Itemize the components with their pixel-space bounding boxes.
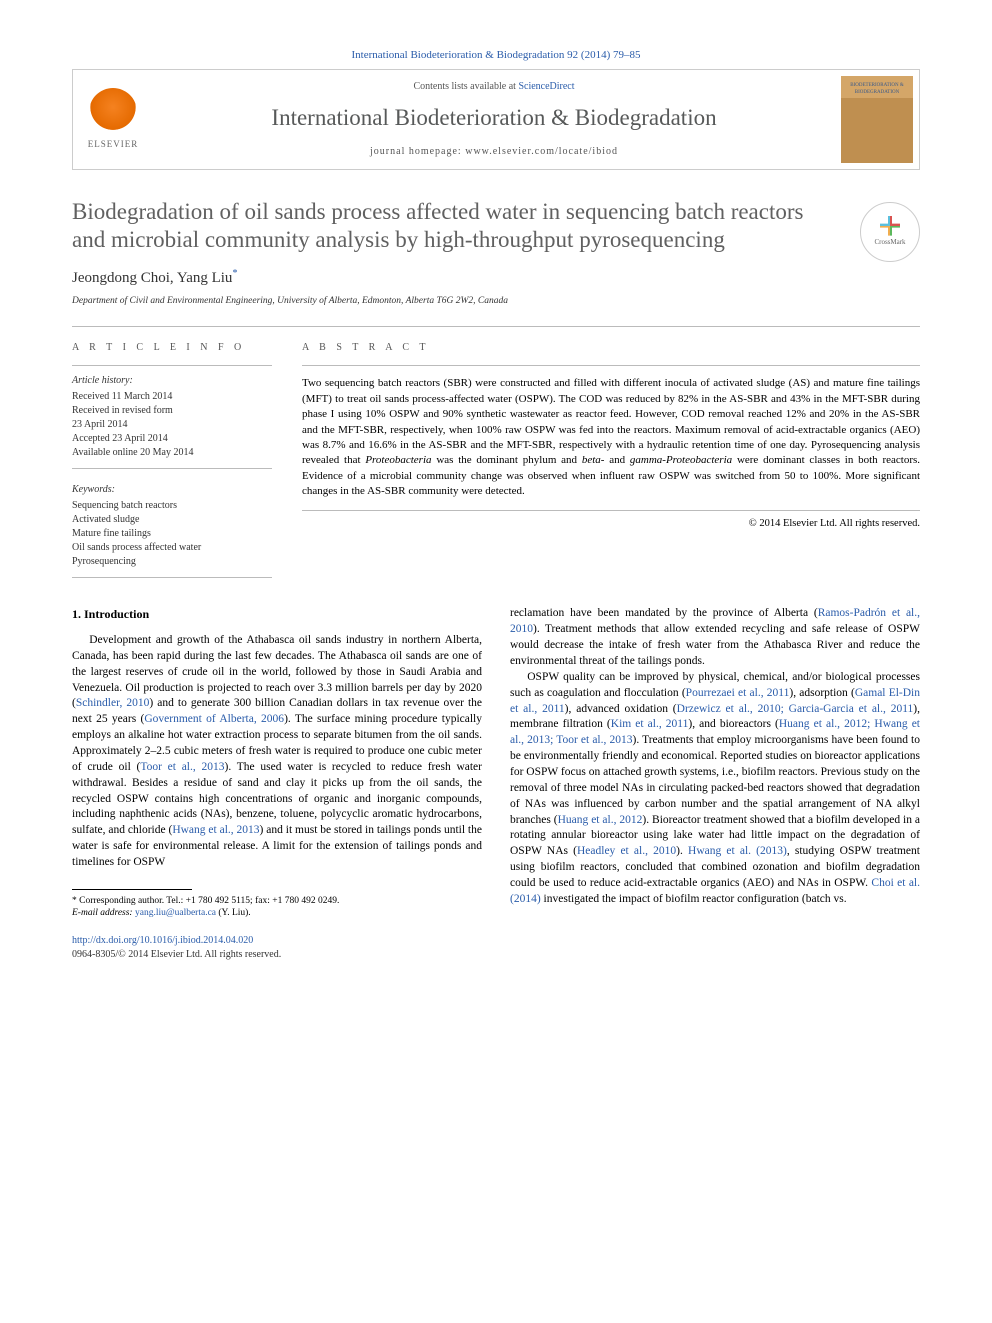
abstract-text: Two sequencing batch reactors (SBR) were… xyxy=(302,365,920,510)
journal-reference: International Biodeterioration & Biodegr… xyxy=(72,48,920,63)
body-paragraph: Development and growth of the Athabasca … xyxy=(72,633,482,871)
text-run: ), and bioreactors ( xyxy=(688,718,778,730)
publisher-name: ELSEVIER xyxy=(88,138,139,151)
keyword: Pyrosequencing xyxy=(72,555,272,569)
text-run: reclamation have been mandated by the pr… xyxy=(510,607,818,619)
text-run: ), advanced oxidation ( xyxy=(565,703,677,715)
text-run: investigated the impact of biofilm react… xyxy=(541,893,847,905)
abstract-label: A B S T R A C T xyxy=(302,341,920,355)
citation-link[interactable]: Huang et al., 2012 xyxy=(558,814,643,826)
article-title: Biodegradation of oil sands process affe… xyxy=(72,198,920,256)
article-info-column: A R T I C L E I N F O Article history: R… xyxy=(72,341,272,578)
text-run: ). Treatment methods that allow extended… xyxy=(510,623,920,667)
sciencedirect-link[interactable]: ScienceDirect xyxy=(518,81,574,92)
citation-link[interactable]: Toor et al., 2013 xyxy=(140,761,224,773)
corresp-line1: * Corresponding author. Tel.: +1 780 492… xyxy=(72,895,482,907)
affiliation: Department of Civil and Environmental En… xyxy=(72,295,920,308)
history-line: Received 11 March 2014 xyxy=(72,390,272,404)
crossmark-badge[interactable]: CrossMark xyxy=(860,202,920,262)
history-line: 23 April 2014 xyxy=(72,418,272,432)
text-run: ). xyxy=(676,845,688,857)
corresponding-author-note: * Corresponding author. Tel.: +1 780 492… xyxy=(72,895,482,920)
citation-link[interactable]: Schindler, 2010 xyxy=(76,697,150,709)
authors: Jeongdong Choi, Yang Liu* xyxy=(72,267,920,289)
citation-link[interactable]: Drzewicz et al., 2010; Garcia-Garcia et … xyxy=(677,703,914,715)
keywords: Keywords: Sequencing batch reactors Acti… xyxy=(72,483,272,578)
body-paragraph: reclamation have been mandated by the pr… xyxy=(510,606,920,669)
keyword: Activated sludge xyxy=(72,513,272,527)
history-heading: Article history: xyxy=(72,374,272,388)
keyword: Mature fine tailings xyxy=(72,527,272,541)
email-label: E-mail address: xyxy=(72,908,135,918)
corresp-line2: E-mail address: yang.liu@ualberta.ca (Y.… xyxy=(72,907,482,919)
history-line: Accepted 23 April 2014 xyxy=(72,432,272,446)
text-run: ). Treatments that employ microorganisms… xyxy=(510,734,920,825)
keywords-heading: Keywords: xyxy=(72,483,272,497)
abstract-span: Two sequencing batch reactors (SBR) were… xyxy=(302,377,920,466)
article-history: Article history: Received 11 March 2014 … xyxy=(72,365,272,469)
meta-abstract-row: A R T I C L E I N F O Article history: R… xyxy=(72,326,920,578)
contents-prefix: Contents lists available at xyxy=(413,81,518,92)
body-columns: 1. Introduction Development and growth o… xyxy=(72,606,920,919)
issn-copyright: 0964-8305/© 2014 Elsevier Ltd. All right… xyxy=(72,948,281,962)
homepage-line: journal homepage: www.elsevier.com/locat… xyxy=(153,145,835,159)
citation-link[interactable]: Hwang et al., 2013 xyxy=(172,824,259,836)
keyword: Oil sands process affected water xyxy=(72,541,272,555)
header-center: Contents lists available at ScienceDirec… xyxy=(153,70,835,168)
history-line: Available online 20 May 2014 xyxy=(72,446,272,460)
section-heading-introduction: 1. Introduction xyxy=(72,606,482,623)
text-run: ), adsorption ( xyxy=(789,687,854,699)
citation-link[interactable]: Hwang et al. (2013) xyxy=(688,845,787,857)
email-link[interactable]: yang.liu@ualberta.ca xyxy=(135,908,216,918)
body-paragraph: OSPW quality can be improved by physical… xyxy=(510,670,920,908)
crossmark-label: CrossMark xyxy=(874,238,905,248)
journal-title: International Biodeterioration & Biodegr… xyxy=(153,102,835,134)
journal-header-box: ELSEVIER Contents lists available at Sci… xyxy=(72,69,920,169)
email-owner: (Y. Liu). xyxy=(216,908,251,918)
journal-cover-thumbnail: BIODETERIORATION & BIODEGRADATION xyxy=(841,76,913,162)
page-footer: http://dx.doi.org/10.1016/j.ibiod.2014.0… xyxy=(72,934,920,962)
history-line: Received in revised form xyxy=(72,404,272,418)
contents-line: Contents lists available at ScienceDirec… xyxy=(153,80,835,94)
citation-link[interactable]: Kim et al., 2011 xyxy=(611,718,689,730)
title-section: Biodegradation of oil sands process affe… xyxy=(72,198,920,256)
footnote-rule xyxy=(72,889,192,890)
abstract-em: gamma-Proteobacteria xyxy=(630,454,732,466)
article-info-label: A R T I C L E I N F O xyxy=(72,341,272,355)
page: International Biodeterioration & Biodegr… xyxy=(0,0,992,1002)
footer-left: http://dx.doi.org/10.1016/j.ibiod.2014.0… xyxy=(72,934,281,962)
author-names: Jeongdong Choi, Yang Liu xyxy=(72,270,232,286)
crossmark-icon xyxy=(880,216,900,236)
elsevier-tree-icon xyxy=(89,88,137,136)
thumbnail-label: BIODETERIORATION & BIODEGRADATION xyxy=(841,82,913,96)
left-column: 1. Introduction Development and growth o… xyxy=(72,606,482,919)
keyword: Sequencing batch reactors xyxy=(72,499,272,513)
homepage-url[interactable]: www.elsevier.com/locate/ibiod xyxy=(465,146,618,157)
corresponding-marker: * xyxy=(232,268,237,279)
doi-link[interactable]: http://dx.doi.org/10.1016/j.ibiod.2014.0… xyxy=(72,934,281,948)
abstract-span: was the dominant phylum and xyxy=(432,454,582,466)
copyright: © 2014 Elsevier Ltd. All rights reserved… xyxy=(302,517,920,532)
publisher-logo: ELSEVIER xyxy=(73,70,153,168)
citation-link[interactable]: Government of Alberta, 2006 xyxy=(144,713,284,725)
citation-link[interactable]: Pourrezaei et al., 2011 xyxy=(686,687,790,699)
abstract-span: and xyxy=(604,454,629,466)
right-column: reclamation have been mandated by the pr… xyxy=(510,606,920,919)
abstract-column: A B S T R A C T Two sequencing batch rea… xyxy=(302,341,920,578)
homepage-prefix: journal homepage: xyxy=(370,146,465,157)
abstract-em: Proteobacteria xyxy=(365,454,431,466)
abstract-em: beta- xyxy=(582,454,605,466)
citation-link[interactable]: Headley et al., 2010 xyxy=(577,845,676,857)
